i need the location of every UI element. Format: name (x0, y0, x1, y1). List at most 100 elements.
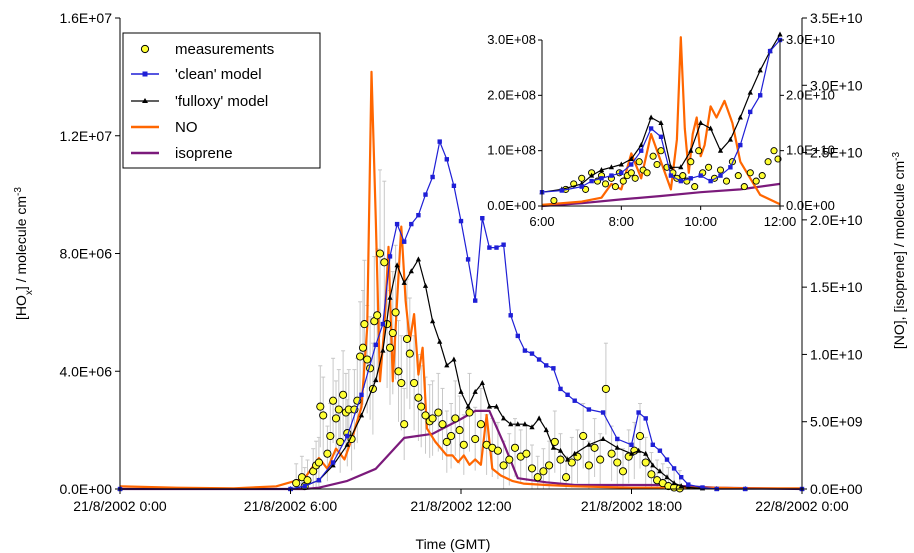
clean-model-marker (501, 242, 506, 247)
inset-measurement-point (550, 196, 558, 205)
inset-y2-tick-label: 1.0E+10 (786, 143, 835, 158)
inset-x-tick-label: 12:00 (764, 214, 797, 229)
inset-measurement-point (601, 180, 610, 188)
clean-model-marker (402, 239, 407, 244)
clean-model-marker (600, 410, 606, 415)
clean-model-marker (487, 245, 492, 250)
clean-model-marker (373, 342, 378, 347)
measurement-point (459, 440, 468, 449)
measurement-point (522, 449, 531, 458)
inset-measurement-point (752, 177, 760, 185)
clean-model-marker (643, 416, 648, 421)
measurement-point (303, 476, 312, 485)
fulloxy-model-marker (600, 436, 606, 441)
inset-fulloxy-model-marker (717, 147, 724, 153)
measurement-point (641, 458, 650, 467)
x-tick-label: 22/8/2002 0:00 (755, 498, 849, 514)
inset-measurement-point (770, 147, 778, 155)
clean-model-marker (650, 442, 655, 447)
y2-tick-label: 1.0E+10 (810, 346, 863, 362)
inset-plot: 0.0E+00 1.0E+08 2.0E+08 3.0E+08 0.0E+00 1.0E+… (487, 31, 835, 229)
inset-measurement-point (653, 160, 661, 169)
clean-model-marker (536, 357, 542, 362)
fulloxy-model-marker (344, 441, 350, 447)
y-axis-title: [HOx] / molecule cm-3 (13, 187, 35, 320)
x-tick-label: 21/8/2002 18:00 (581, 498, 682, 514)
inset-series-layer (539, 31, 783, 208)
measurement-point (410, 378, 419, 388)
axis-title-superscript: -3 (13, 187, 24, 196)
measurement-point (510, 443, 520, 452)
measurement-point (331, 414, 341, 423)
measurement-point (329, 396, 338, 405)
x-tick-label: 21/8/2002 12:00 (410, 498, 511, 514)
inset-clean-model-marker (599, 176, 604, 181)
clean-model-marker (465, 257, 471, 262)
x-tick-label: 21/8/2002 0:00 (73, 498, 167, 514)
measurement-point (567, 458, 576, 467)
fulloxy-model-marker (437, 338, 443, 344)
measurement-point (618, 467, 628, 476)
inset-clean-model-marker (658, 134, 664, 139)
clean-model-marker (508, 313, 513, 318)
y-tick-label: 4.0E+06 (59, 363, 112, 379)
fulloxy-model-marker (565, 456, 571, 462)
fulloxy-model-marker (458, 388, 464, 394)
fulloxy-model-marker (415, 256, 421, 262)
inset-clean-model-marker (589, 178, 594, 184)
measurement-point (319, 411, 328, 420)
clean-model-marker (629, 442, 634, 447)
inset-fulloxy-model-marker (618, 161, 624, 167)
inset-clean-model-marker (639, 148, 644, 153)
clean-model-marker (380, 321, 386, 327)
measurement-point (601, 384, 610, 393)
fulloxy-model-marker (557, 447, 564, 453)
clean-model-marker (572, 398, 577, 403)
legend-label-no: NO (175, 119, 198, 136)
measurement-point (471, 434, 480, 444)
fulloxy-model-marker (472, 388, 478, 394)
measurement-point (447, 431, 456, 441)
inset-measurement-point (687, 158, 695, 166)
y2-axis-title: [NO], [isoprene] / molecule cm-3 (891, 151, 908, 349)
inset-clean-model-marker (718, 173, 723, 178)
clean-model-marker (437, 139, 442, 144)
measurement-point (421, 411, 430, 420)
fulloxy-model-marker (678, 483, 684, 489)
inset-measurement-point (631, 174, 639, 182)
main-series-layer (117, 70, 805, 493)
inset-clean-model-marker (609, 173, 614, 178)
inset-clean-model-marker (688, 176, 693, 181)
x-axis-title: Time (GMT) (416, 536, 491, 552)
fulloxy-model-marker (493, 403, 500, 409)
fulloxy-model-marker (536, 415, 542, 421)
main-plot: 0.0E+00 4.0E+06 8.0E+06 1.2E+07 1.6E+07 0.0E+… (13, 10, 908, 514)
inset-y2-tick-label: 3.0E+10 (786, 32, 835, 47)
clean-model-marker (316, 478, 322, 483)
fulloxy-model-marker (543, 427, 549, 433)
clean-model-marker (657, 448, 663, 453)
measurement-point (360, 320, 369, 329)
inset-fulloxy-model-marker (608, 164, 614, 170)
y2-tick-label: 3.0E+10 (810, 77, 863, 93)
measurement-point (375, 249, 385, 258)
clean-model-marker (473, 298, 478, 303)
inset-fulloxy-model-marker (747, 89, 753, 95)
clean-model-marker (387, 254, 393, 259)
inset-measurement-point (722, 177, 731, 185)
measurement-point (455, 426, 464, 435)
fulloxy-model-marker (330, 462, 336, 468)
x-tick-label: 21/8/2002 6:00 (244, 498, 338, 514)
fulloxy-model-marker (401, 279, 407, 285)
inset-measurement-point (611, 183, 619, 191)
fulloxy-model-marker (628, 450, 635, 456)
fulloxy-model-marker (451, 356, 457, 362)
measurement-point (339, 390, 348, 399)
inset-measurement-point (635, 158, 643, 166)
inset-measurement-point (649, 152, 657, 160)
clean-model-marker (330, 460, 336, 465)
fulloxy-model-line (120, 258, 802, 490)
inset-clean-model-marker (619, 170, 624, 175)
fulloxy-model-marker (358, 412, 365, 418)
